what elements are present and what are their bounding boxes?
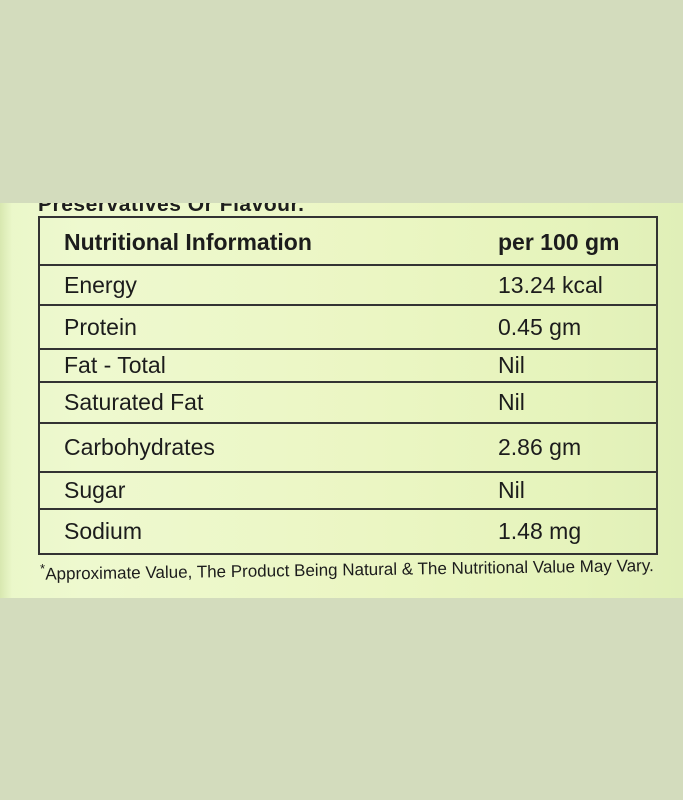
footnote: *Approximate Value, The Product Being Na… <box>40 552 654 584</box>
nutrient-value: Nil <box>498 471 658 510</box>
table-row: Protein 0.45 gm <box>38 304 658 350</box>
table-row: Carbohydrates 2.86 gm <box>38 422 658 473</box>
nutrient-name: Protein <box>38 304 498 350</box>
nutrient-name: Sugar <box>38 471 498 510</box>
nutrient-name: Carbohydrates <box>38 422 498 473</box>
nutrient-value: Nil <box>498 348 658 383</box>
table-header-row: Nutritional Information per 100 gm <box>38 216 658 266</box>
nutrient-value: Nil <box>498 381 658 424</box>
table-row: Saturated Fat Nil <box>38 381 658 424</box>
nutrient-name: Sodium <box>38 508 498 555</box>
bottle-edge-shading <box>0 203 12 598</box>
nutrition-table: Nutritional Information per 100 gm Energ… <box>38 216 658 555</box>
table-row: Fat - Total Nil <box>38 348 658 383</box>
header-nutrient-label: Nutritional Information <box>38 216 498 266</box>
product-label: Preservatives Or Flavour. Nutritional In… <box>0 203 683 598</box>
table-row: Sugar Nil <box>38 471 658 510</box>
nutrient-value: 13.24 kcal <box>498 264 658 306</box>
cut-off-label-text: Preservatives Or Flavour. <box>38 203 305 216</box>
nutrient-value: 0.45 gm <box>498 304 658 350</box>
nutrient-name: Fat - Total <box>38 348 498 383</box>
nutrient-name: Energy <box>38 264 498 306</box>
table-row: Sodium 1.48 mg <box>38 508 658 555</box>
table-row: Energy 13.24 kcal <box>38 264 658 306</box>
footnote-text: Approximate Value, The Product Being Nat… <box>45 556 654 584</box>
nutrient-name: Saturated Fat <box>38 381 498 424</box>
header-amount-label: per 100 gm <box>498 216 658 266</box>
nutrient-value: 1.48 mg <box>498 508 658 555</box>
nutrient-value: 2.86 gm <box>498 422 658 473</box>
